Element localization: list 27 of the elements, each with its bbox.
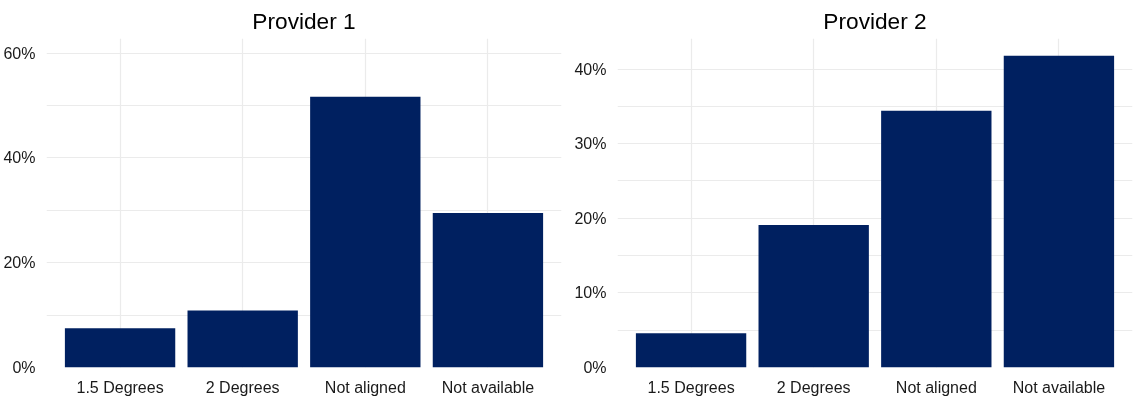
x-tick-label: 1.5 Degrees [76, 378, 164, 396]
y-tick-label: 30% [574, 135, 607, 153]
x-tick-label: Not available [441, 378, 535, 396]
bar [64, 328, 176, 368]
y-tick-label: 20% [574, 209, 607, 227]
y-tick-label: 20% [3, 254, 36, 272]
y-tick-label: 60% [3, 44, 36, 62]
bar [1003, 55, 1115, 368]
y-tick-label: 40% [574, 60, 607, 78]
x-tick-label: 2 Degrees [205, 378, 280, 396]
bar [310, 96, 421, 368]
y-tick-label: 10% [574, 284, 607, 302]
x-tick-label: 2 Degrees [776, 378, 851, 396]
chart-title: Provider 1 [252, 7, 356, 34]
y-tick-label: 0% [583, 359, 607, 376]
y-tick-label: 40% [3, 149, 36, 167]
x-tick-label: 1.5 Degrees [647, 378, 735, 396]
y-tick-label: 0% [12, 359, 36, 376]
x-tick-label: Not aligned [895, 378, 977, 396]
bar [187, 310, 298, 368]
bar [881, 110, 992, 368]
x-tick-label: Not available [1012, 378, 1106, 396]
bar [758, 225, 869, 368]
bar [432, 212, 544, 368]
x-tick-label: Not aligned [324, 378, 406, 396]
chart-title: Provider 2 [823, 7, 927, 34]
bar [635, 333, 747, 368]
